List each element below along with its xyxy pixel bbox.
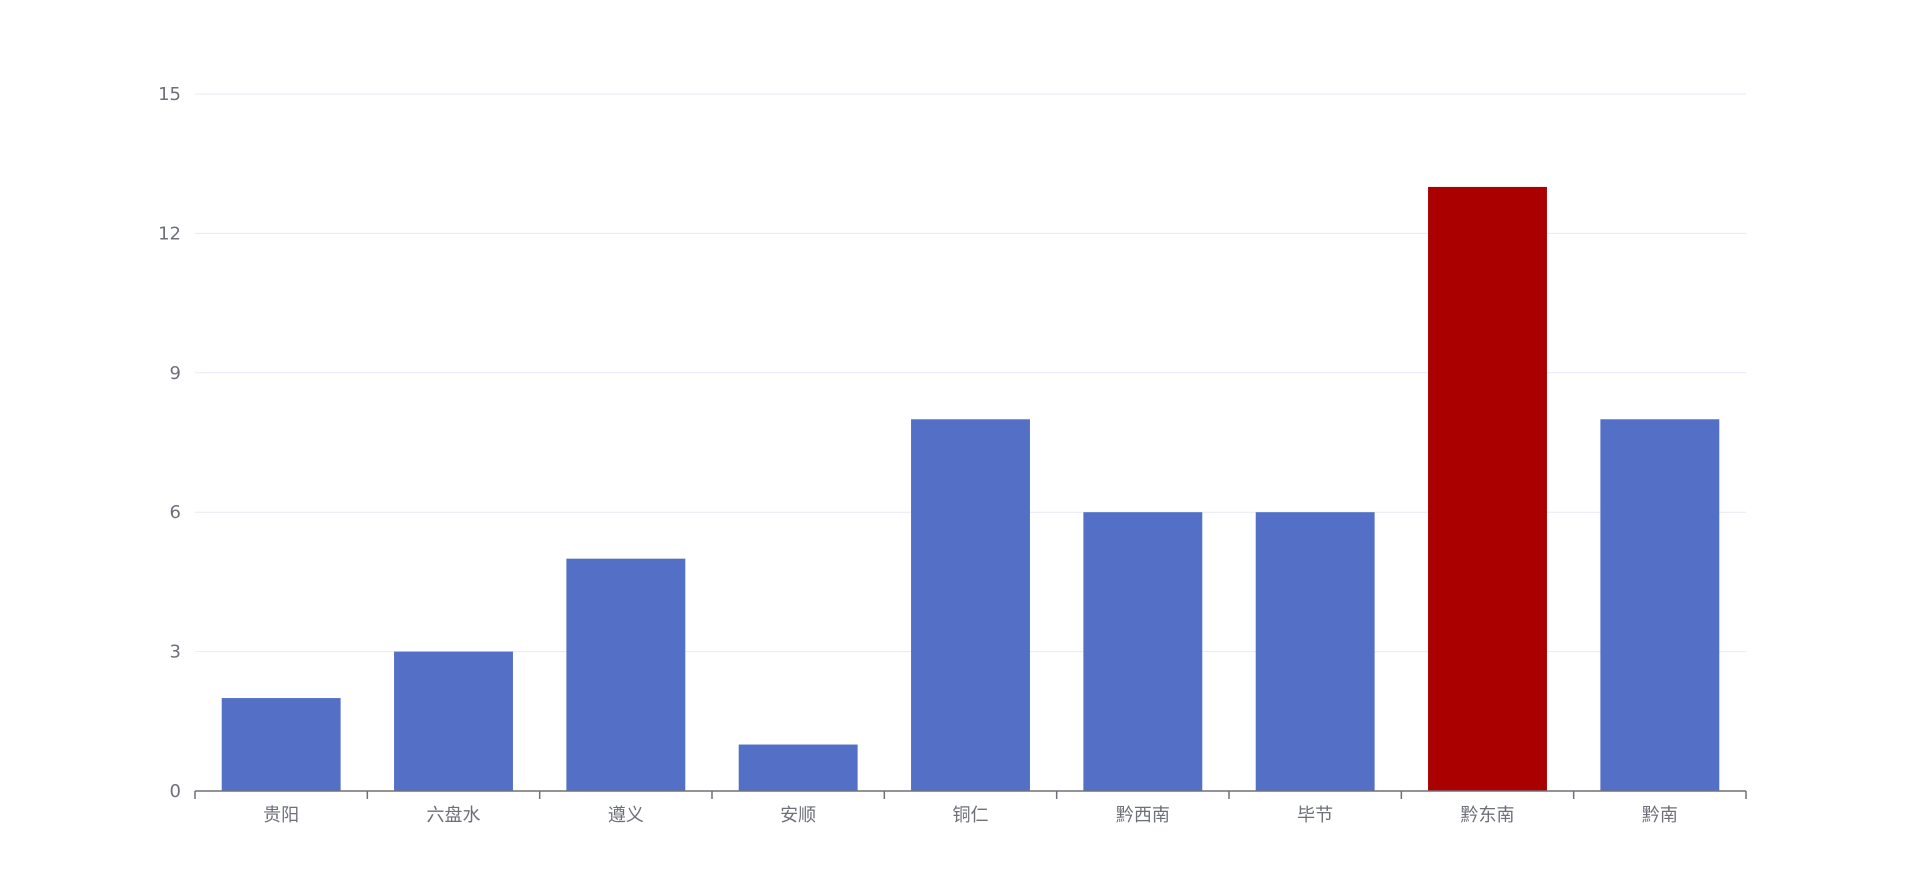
bar-5 bbox=[1083, 512, 1203, 791]
x-tick-label: 六盘水 bbox=[427, 805, 481, 826]
bar-6 bbox=[1255, 512, 1375, 791]
bar-1 bbox=[394, 651, 513, 791]
x-axis bbox=[194, 790, 1747, 799]
x-tick-label: 遵义 bbox=[608, 805, 644, 826]
y-tick-label: 3 bbox=[170, 642, 181, 663]
x-tick-label: 黔南 bbox=[1642, 805, 1678, 826]
y-tick-label: 0 bbox=[170, 781, 181, 802]
x-tick-label: 黔东南 bbox=[1461, 805, 1515, 826]
bars bbox=[221, 186, 1720, 791]
y-tick-label: 15 bbox=[158, 84, 181, 105]
y-axis-labels: 0 3 6 9 12 15 bbox=[158, 84, 181, 802]
bar-2 bbox=[566, 558, 686, 791]
bar-8 bbox=[1600, 419, 1720, 791]
x-tick-label: 黔西南 bbox=[1116, 805, 1170, 826]
bar-3 bbox=[738, 744, 858, 791]
x-tick-label: 铜仁 bbox=[953, 805, 989, 826]
x-tick-label: 毕节 bbox=[1297, 805, 1333, 826]
y-tick-label: 9 bbox=[170, 363, 181, 384]
y-tick-label: 6 bbox=[170, 502, 181, 523]
x-tick-label: 贵阳 bbox=[263, 805, 299, 826]
bar-7 bbox=[1428, 186, 1547, 791]
x-axis-labels: 贵阳 六盘水 遵义 安顺 铜仁 黔西南 毕节 黔东南 黔南 bbox=[263, 805, 1678, 826]
y-tick-label: 12 bbox=[158, 223, 181, 244]
bar-0 bbox=[221, 698, 341, 791]
x-tick-label: 安顺 bbox=[780, 805, 816, 826]
bar-4 bbox=[911, 419, 1030, 791]
